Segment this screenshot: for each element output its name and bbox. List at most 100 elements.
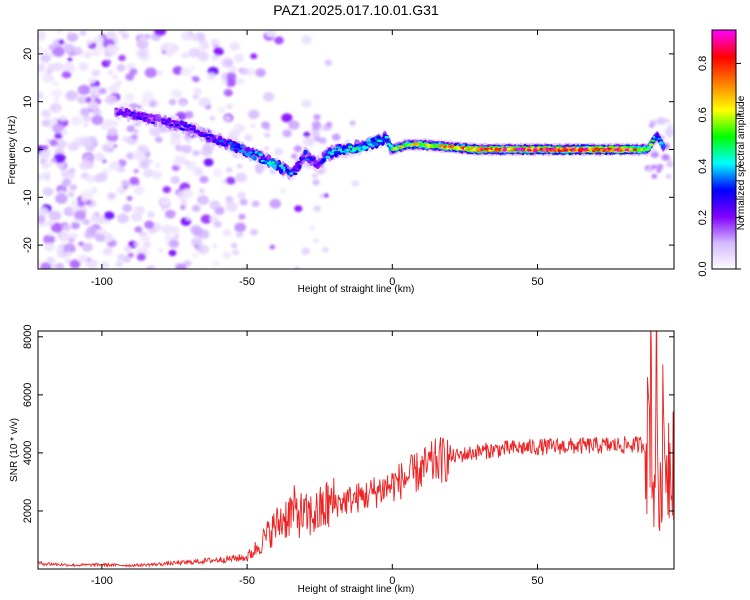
colorbar-cell — [712, 117, 736, 121]
noise-blob — [131, 134, 138, 140]
ridge-cell — [238, 149, 243, 153]
colorbar-cell — [712, 143, 736, 147]
colorbar-cell — [712, 37, 736, 41]
noise-blob — [651, 164, 657, 170]
spectrogram-x-tick-label: -100 — [91, 276, 113, 288]
noise-blob — [58, 252, 64, 258]
colorbar-cell — [712, 151, 736, 155]
ridge-cell — [213, 140, 219, 144]
noise-blob — [168, 249, 177, 257]
noise-blob — [667, 123, 674, 129]
noise-blob — [78, 62, 89, 71]
noise-blob — [291, 153, 298, 159]
ridge-cell — [148, 114, 154, 118]
colorbar-cell — [712, 247, 736, 250]
ridge-cell — [240, 145, 245, 148]
ridge-cell — [364, 146, 369, 149]
noise-blob — [127, 252, 134, 258]
ridge-cell — [346, 148, 351, 152]
colorbar-cell — [712, 169, 736, 173]
colorbar-cell — [712, 69, 736, 73]
ridge-cell — [293, 165, 298, 170]
colorbar-cell — [712, 207, 736, 210]
colorbar-frame — [711, 29, 737, 270]
ridge-cell — [234, 148, 239, 154]
colorbar-cell — [712, 195, 736, 198]
noise-blob — [319, 193, 325, 198]
noise-blob — [193, 167, 204, 176]
noise-blob — [199, 175, 209, 184]
noise-blob — [69, 259, 81, 269]
noise-blob — [312, 179, 320, 186]
noise-blob — [244, 134, 253, 142]
noise-blob — [195, 245, 203, 252]
ridge-cell — [175, 123, 180, 127]
snr-y-tick-label: 4000 — [22, 441, 34, 465]
colorbar-cell — [712, 39, 736, 43]
noise-blob — [126, 196, 133, 201]
colorbar-cell — [712, 205, 736, 208]
ridge-cell — [335, 146, 341, 149]
noise-blob — [43, 242, 55, 252]
colorbar-cell — [712, 239, 736, 242]
ridge-cell — [301, 157, 306, 160]
ridge-cell — [382, 137, 387, 141]
ridge-cell — [272, 164, 278, 167]
noise-blob — [55, 139, 67, 149]
colorbar-cell — [712, 125, 736, 129]
ridge-cell — [276, 165, 282, 171]
noise-blob — [191, 253, 198, 258]
noise-blob — [47, 232, 53, 237]
ridge-cell — [114, 107, 119, 111]
ridge-cell — [644, 148, 650, 151]
noise-blob — [43, 234, 55, 245]
colorbar-cell — [712, 265, 736, 268]
colorbar-cell — [712, 157, 736, 161]
noise-blob — [225, 78, 237, 87]
noise-blob — [171, 164, 180, 172]
noise-blob — [140, 234, 151, 243]
colorbar-cell — [712, 133, 736, 137]
noise-blob — [79, 161, 90, 170]
ridge-cell — [311, 156, 316, 160]
colorbar-cell — [712, 211, 736, 214]
noise-blob — [136, 49, 146, 58]
colorbar-cell — [712, 47, 736, 51]
noise-blob — [85, 39, 93, 45]
noise-blob — [38, 173, 44, 181]
noise-blob — [52, 89, 63, 98]
colorbar-cell — [712, 155, 736, 159]
noise-blob — [136, 253, 146, 261]
colorbar-cell — [712, 57, 736, 61]
noise-blob — [67, 208, 73, 213]
spectrogram-y-tick-label: -10 — [22, 189, 34, 205]
ridge-cell — [313, 159, 318, 165]
colorbar-cell — [712, 55, 736, 59]
noise-blob — [42, 187, 54, 197]
ridge-cell — [278, 164, 284, 168]
colorbar-cell — [712, 131, 736, 135]
noise-blob — [650, 151, 659, 159]
ridge-cell — [185, 127, 190, 132]
noise-blob — [53, 153, 66, 164]
ridge-cell — [287, 170, 292, 173]
ridge-cell — [161, 118, 166, 122]
noise-blob — [666, 161, 674, 168]
noise-blob — [99, 261, 110, 269]
noise-blob — [134, 205, 146, 215]
noise-blob — [236, 163, 243, 169]
ridge-cell — [181, 128, 186, 131]
colorbar-cell — [712, 49, 736, 53]
noise-blob — [213, 220, 222, 228]
spectrogram-x-tick-label: 0 — [389, 276, 395, 288]
noise-blob — [38, 151, 50, 160]
noise-blob — [53, 97, 60, 103]
colorbar-cell — [712, 245, 736, 248]
colorbar: 0.0 0.2 0.4 0.6 0.8 Normalized spectral ampl… — [697, 29, 747, 277]
ridge-cell — [146, 118, 152, 124]
noise-blob — [273, 147, 284, 156]
colorbar-ticks: 0.0 0.2 0.4 0.6 0.8 — [697, 56, 741, 277]
ridge-cell — [315, 163, 320, 167]
colorbar-cell — [712, 235, 736, 238]
noise-blob — [228, 129, 239, 138]
